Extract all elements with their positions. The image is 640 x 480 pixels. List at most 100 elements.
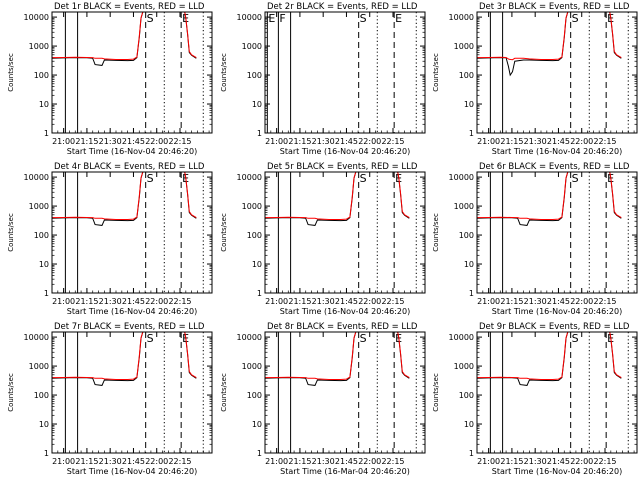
series-events-line — [477, 12, 622, 77]
x-tick-label: 22:15 — [593, 457, 616, 466]
x-tick-label: 21:45 — [122, 297, 145, 306]
x-tick-label: 21:00 — [265, 137, 288, 146]
y-tick-label: 10 — [39, 260, 49, 269]
x-tick-label: 21:15 — [75, 457, 98, 466]
y-tick-label: 1000 — [29, 362, 49, 371]
panel-det-9r: Det 9r BLACK = Events, RED = LLD Counts/s… — [432, 322, 638, 476]
x-tick-label: 21:30 — [524, 457, 547, 466]
x-tick-label: 21:00 — [477, 137, 500, 146]
y-tick-label: 10000 — [449, 333, 474, 342]
y-tick-label: 1000 — [242, 42, 262, 51]
panel-title: Det 8r BLACK = Events, RED = LLD — [267, 322, 418, 332]
y-tick-label: 1 — [469, 129, 474, 138]
x-tick-label: 22:00 — [358, 137, 381, 146]
x-tick-label: 21:15 — [288, 297, 311, 306]
marker-label: S — [572, 172, 579, 185]
x-axis-label: Start Time (16-Nov-04 20:46:20) — [67, 307, 197, 316]
marker-label: S — [147, 12, 154, 25]
panel-title: Det 1r BLACK = Events, RED = LLD — [54, 2, 205, 12]
x-tick-label: 21:15 — [75, 137, 98, 146]
x-tick-label: 22:00 — [570, 137, 593, 146]
panel-det-2r: Det 2r BLACK = Events, RED = LLD Counts/s… — [220, 2, 426, 156]
x-tick-label: 21:15 — [500, 137, 523, 146]
y-tick-label: 100 — [34, 71, 49, 80]
y-tick-label: 1 — [469, 449, 474, 458]
y-tick-label: 10 — [252, 100, 262, 109]
y-tick-label: 1 — [257, 129, 262, 138]
x-tick-label: 21:30 — [524, 297, 547, 306]
marker-label: E — [395, 12, 402, 25]
x-tick-label: 21:00 — [52, 297, 75, 306]
y-tick-label: 10000 — [449, 173, 474, 182]
x-tick-label: 21:30 — [312, 137, 335, 146]
y-tick-label: 1000 — [454, 202, 474, 211]
series-lld-line — [52, 12, 197, 60]
plot-frame — [51, 11, 213, 134]
y-tick-label: 100 — [247, 391, 262, 400]
panel-det-6r: Det 6r BLACK = Events, RED = LLD Counts/s… — [432, 162, 638, 316]
x-tick-label: 22:15 — [381, 137, 404, 146]
y-tick-label: 10 — [252, 260, 262, 269]
x-tick-label: 21:00 — [52, 137, 75, 146]
x-tick-label: 21:45 — [547, 297, 570, 306]
y-tick-label: 10000 — [237, 173, 262, 182]
y-axis-label: Counts/sec — [7, 53, 15, 92]
x-tick-label: 22:15 — [593, 297, 616, 306]
marker-label: S — [572, 12, 579, 25]
panel-title: Det 6r BLACK = Events, RED = LLD — [479, 162, 630, 172]
y-axis-label: Counts/sec — [7, 373, 15, 412]
x-tick-label: 21:30 — [99, 297, 122, 306]
x-tick-label: 21:30 — [99, 137, 122, 146]
y-tick-label: 10000 — [237, 333, 262, 342]
panel-det-1r: Det 1r BLACK = Events, RED = LLD Counts/s… — [7, 2, 213, 156]
y-tick-label: 100 — [459, 231, 474, 240]
y-tick-label: 1 — [44, 129, 49, 138]
x-tick-label: 22:00 — [358, 297, 381, 306]
y-tick-label: 10000 — [24, 13, 49, 22]
marker-label: E — [268, 12, 275, 25]
plot-frame — [476, 331, 638, 454]
y-tick-label: 10000 — [24, 333, 49, 342]
plot-frame — [264, 11, 426, 134]
x-tick-label: 22:15 — [593, 137, 616, 146]
plot-frame — [264, 171, 426, 294]
panel-det-7r: Det 7r BLACK = Events, RED = LLD Counts/s… — [7, 322, 213, 476]
y-axis-label: Counts/sec — [220, 53, 228, 92]
y-tick-label: 1 — [44, 289, 49, 298]
x-axis-label: Start Time (16-Nov-04 20:46:20) — [492, 467, 622, 476]
x-tick-label: 21:45 — [547, 137, 570, 146]
x-axis-label: Start Time (16-Mar-04 20:46:20) — [280, 467, 410, 476]
x-axis-label: Start Time (16-Nov-04 20:46:20) — [492, 147, 622, 156]
y-tick-label: 1 — [257, 449, 262, 458]
y-tick-label: 100 — [459, 71, 474, 80]
y-tick-label: 100 — [247, 231, 262, 240]
x-axis-label: Start Time (16-Nov-04 20:46:20) — [67, 147, 197, 156]
x-tick-label: 21:00 — [265, 457, 288, 466]
panel-title: Det 4r BLACK = Events, RED = LLD — [54, 162, 205, 172]
panel-title: Det 7r BLACK = Events, RED = LLD — [54, 322, 205, 332]
y-tick-label: 10 — [39, 100, 49, 109]
x-tick-label: 21:45 — [122, 457, 145, 466]
y-axis-label: Counts/sec — [432, 53, 440, 92]
panel-det-8r: Det 8r BLACK = Events, RED = LLD Counts/s… — [220, 322, 426, 476]
y-tick-label: 1000 — [242, 362, 262, 371]
x-tick-label: 21:15 — [500, 297, 523, 306]
x-tick-label: 21:45 — [335, 137, 358, 146]
y-axis-label: Counts/sec — [220, 213, 228, 252]
series-lld-line — [477, 172, 622, 220]
x-tick-label: 21:30 — [99, 457, 122, 466]
x-axis-label: Start Time (16-Nov-04 20:46:20) — [280, 307, 410, 316]
x-tick-label: 22:15 — [381, 457, 404, 466]
marker-label: S — [360, 172, 367, 185]
series-lld-line — [265, 332, 410, 380]
panel-title: Det 5r BLACK = Events, RED = LLD — [267, 162, 418, 172]
y-tick-label: 10000 — [237, 13, 262, 22]
marker-label: S — [360, 12, 367, 25]
x-tick-label: 21:30 — [524, 137, 547, 146]
x-tick-label: 22:00 — [145, 297, 168, 306]
x-tick-label: 22:15 — [168, 457, 191, 466]
series-lld-line — [477, 12, 622, 61]
x-tick-label: 22:00 — [145, 137, 168, 146]
y-tick-label: 1 — [469, 289, 474, 298]
